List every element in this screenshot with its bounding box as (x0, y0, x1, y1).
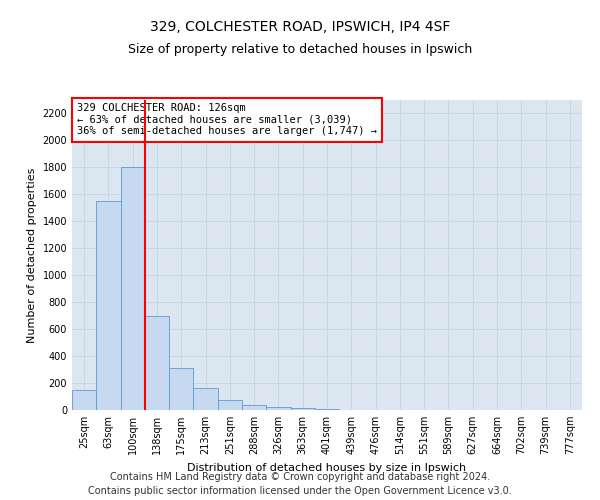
X-axis label: Distribution of detached houses by size in Ipswich: Distribution of detached houses by size … (187, 462, 467, 472)
Bar (193, 388, 218, 410)
Bar (72, 390, 96, 410)
Bar (218, 400, 242, 410)
Text: Contains HM Land Registry data © Crown copyright and database right 2024.: Contains HM Land Registry data © Crown c… (110, 472, 490, 482)
Bar (169, 368, 193, 410)
Bar (121, 168, 145, 410)
Text: Contains public sector information licensed under the Open Government Licence v3: Contains public sector information licen… (88, 486, 512, 496)
Text: Size of property relative to detached houses in Ipswich: Size of property relative to detached ho… (128, 42, 472, 56)
Y-axis label: Number of detached properties: Number of detached properties (27, 168, 37, 342)
Bar (145, 316, 169, 410)
Bar (266, 408, 290, 410)
Bar (96, 201, 121, 410)
Text: 329 COLCHESTER ROAD: 126sqm
← 63% of detached houses are smaller (3,039)
36% of : 329 COLCHESTER ROAD: 126sqm ← 63% of det… (77, 103, 377, 136)
Bar (290, 408, 315, 410)
Text: 329, COLCHESTER ROAD, IPSWICH, IP4 4SF: 329, COLCHESTER ROAD, IPSWICH, IP4 4SF (150, 20, 450, 34)
Bar (242, 404, 266, 410)
